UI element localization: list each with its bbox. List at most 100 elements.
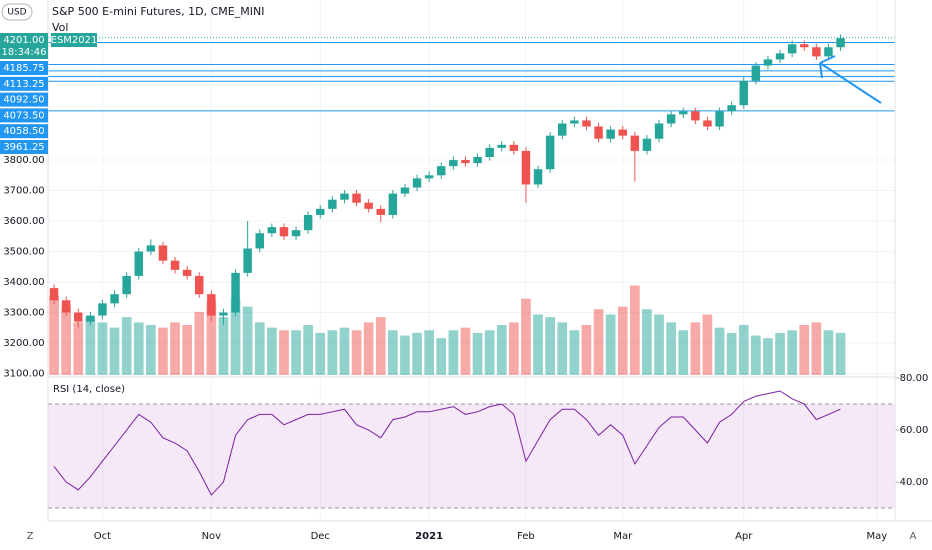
- candle-body: [812, 47, 821, 57]
- price-line-label-box: [0, 76, 48, 91]
- candle-body: [570, 120, 579, 124]
- currency-badge[interactable]: [1, 3, 33, 21]
- chart-title: S&P 500 E-mini Futures, 1D, CME_MINI: [52, 5, 264, 18]
- candle-body: [751, 65, 761, 81]
- volume-bar: [242, 306, 253, 375]
- volume-bar: [133, 322, 144, 375]
- volume-bar: [182, 325, 192, 375]
- price-line-label-box: [0, 108, 48, 123]
- volume-bar: [121, 317, 132, 375]
- volume-bar: [617, 306, 628, 375]
- volume-bar: [448, 330, 459, 375]
- candle-body: [606, 129, 615, 139]
- currency[interactable]: USD: [7, 8, 26, 18]
- candle-body: [388, 193, 398, 215]
- candle-body: [316, 208, 325, 215]
- volume-bar: [218, 317, 229, 375]
- x-tick-label: Nov: [202, 531, 222, 542]
- volume-bar: [835, 332, 846, 375]
- volume-bar: [654, 314, 664, 375]
- price-line-label: 4058.50: [3, 126, 44, 137]
- volume-bar: [363, 322, 374, 375]
- price-line-label: 4185.75: [3, 63, 44, 74]
- volume-bar: [557, 322, 568, 375]
- volume-bar: [158, 327, 168, 375]
- candle-body: [61, 300, 71, 313]
- volume-bar: [230, 298, 241, 375]
- candle-body: [836, 38, 845, 48]
- volume-bar: [484, 330, 495, 375]
- x-tick-label: Dec: [311, 531, 330, 542]
- y-tick-label: 3500.00: [3, 247, 44, 258]
- candle-body: [545, 135, 555, 170]
- last-price-label: 4201.00: [3, 35, 44, 46]
- volume-bar: [351, 330, 362, 375]
- y-tick-label: 3400.00: [3, 277, 44, 288]
- volume-bar: [73, 322, 84, 375]
- y-tick-label: 3300.00: [3, 308, 44, 319]
- rsi-tick-label: 80.00: [900, 373, 929, 384]
- candle-body: [437, 166, 446, 176]
- candle-body: [146, 245, 156, 252]
- candle-body: [207, 294, 216, 316]
- candle-body: [727, 105, 736, 112]
- rsi-line: [53, 390, 841, 496]
- volume-bar: [787, 330, 797, 375]
- candle-body: [642, 138, 652, 151]
- volume-bar: [726, 332, 737, 375]
- candle-body: [400, 187, 410, 194]
- price-line-label-box: [0, 61, 48, 75]
- candle-body: [364, 202, 373, 209]
- volume-bar: [496, 325, 507, 375]
- countdown-label: 18:34:46: [2, 47, 47, 58]
- volume-bar: [49, 296, 59, 375]
- candle-body: [473, 157, 482, 164]
- x-tick-label: Mar: [613, 531, 633, 542]
- candle-body: [279, 227, 289, 237]
- volume-bar: [702, 314, 713, 375]
- candle-body: [775, 53, 785, 60]
- candle-body: [170, 260, 180, 270]
- candle-body: [558, 123, 567, 136]
- x-tick-label: Oct: [94, 531, 111, 542]
- price-line-label: 4092.50: [3, 95, 44, 106]
- volume-bar: [85, 317, 96, 375]
- candle-body: [328, 199, 337, 209]
- candle-body: [485, 147, 494, 158]
- candle-body: [691, 111, 700, 121]
- candle-body: [352, 193, 361, 203]
- volume-bar: [521, 298, 531, 375]
- x-tick-label: Apr: [735, 531, 753, 542]
- candle-body: [497, 144, 506, 148]
- candle-body: [763, 59, 773, 66]
- candle-body: [533, 169, 543, 185]
- rsi-tick-label: 40.00: [900, 477, 929, 488]
- volume-bar: [375, 317, 386, 375]
- symbol-label-box: [51, 33, 97, 47]
- candle-body: [594, 126, 603, 139]
- candle-body: [449, 160, 458, 167]
- volume-bar: [545, 317, 555, 375]
- candle-body: [715, 111, 724, 127]
- arrow-line: [819, 62, 882, 104]
- candle-body: [291, 230, 301, 237]
- volume-bar: [436, 338, 447, 375]
- y-tick-label: 3100.00: [3, 368, 44, 379]
- volume-bar: [206, 301, 217, 375]
- arrow-head: [819, 55, 836, 64]
- candle-body: [122, 275, 131, 295]
- volume-bar: [642, 309, 652, 375]
- toolbar-left[interactable]: Z: [27, 531, 34, 542]
- candle-body: [49, 288, 59, 301]
- price-line-label: 4073.50: [3, 110, 44, 121]
- volume-bar: [315, 332, 326, 375]
- candle-body: [340, 193, 349, 200]
- volume-bar: [533, 314, 543, 375]
- volume-bar: [823, 330, 834, 375]
- toolbar-right[interactable]: A: [910, 531, 917, 542]
- volume-bar: [388, 330, 398, 375]
- volume-bar: [424, 330, 434, 375]
- candle-body: [267, 227, 277, 234]
- candle-body: [824, 47, 833, 57]
